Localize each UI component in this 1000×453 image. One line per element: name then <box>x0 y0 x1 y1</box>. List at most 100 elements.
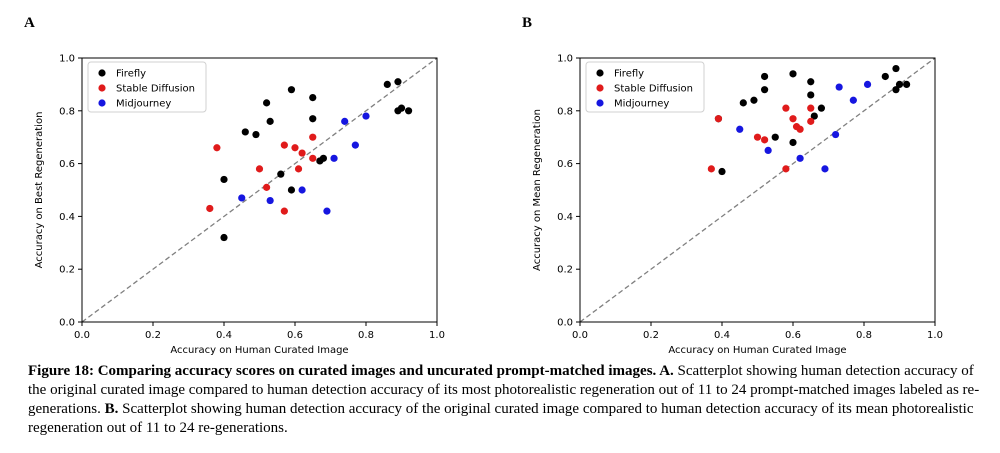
scatterplot-best-regeneration: 0.00.0 0.2 0.2 0.4 0.4 0.6 0.6 0.8 0.8 1.0 1.0 Accu… <box>34 54 445 357</box>
data-point-firefly <box>252 130 260 139</box>
y-tick-label: 0.2 <box>59 265 75 276</box>
legend-label: Midjourney <box>116 99 171 110</box>
data-point-midjourney <box>362 112 370 120</box>
data-point-firefly <box>817 104 825 112</box>
legend-marker <box>98 69 106 77</box>
data-point-stable-diffusion <box>807 117 815 125</box>
y-tick-label: 0.4 <box>557 212 573 223</box>
legend-marker <box>596 99 604 107</box>
data-point-firefly <box>761 86 769 94</box>
data-point-firefly <box>383 80 391 88</box>
plot-frame <box>81 57 438 323</box>
data-point-firefly <box>810 112 818 120</box>
data-point-firefly <box>807 91 815 99</box>
caption-text-a: Scatterplot showing human detection accu… <box>28 363 980 417</box>
x-tick-label: 0.4 <box>714 330 730 341</box>
caption-text-b: Scatterplot showing human detection accu… <box>28 401 974 436</box>
data-point-firefly <box>319 154 327 162</box>
data-point-stable-diffusion <box>807 104 815 112</box>
x-tick-label: 0.8 <box>358 330 374 341</box>
scatterplot-mean-regeneration: 0.00.0 0.2 0.2 0.4 0.4 0.6 0.6 0.8 0.8 1.0 1.0 Accu… <box>532 54 943 357</box>
legend-marker <box>98 84 106 92</box>
y-tick-label: 0.6 <box>59 159 75 170</box>
data-point-midjourney <box>330 154 338 162</box>
data-point-stable-diffusion <box>263 183 271 191</box>
legend-label: Midjourney <box>614 99 669 110</box>
data-point-midjourney <box>835 83 843 91</box>
y-tick-label: 0.0 <box>59 318 75 329</box>
data-point-midjourney <box>796 154 804 162</box>
y-tick-label: 0.8 <box>59 106 75 117</box>
identity-diagonal-line <box>579 57 936 323</box>
data-point-midjourney <box>832 130 840 139</box>
data-point-stable-diffusion <box>291 144 299 152</box>
data-point-midjourney <box>266 196 274 205</box>
x-tick-label: 0.6 <box>785 330 801 341</box>
data-point-firefly <box>903 80 911 88</box>
data-point-firefly <box>277 170 285 178</box>
legend-marker <box>98 99 106 107</box>
data-point-firefly <box>892 64 900 73</box>
caption-bold-a: Figure 18: Comparing accuracy scores on … <box>28 363 674 379</box>
data-point-firefly <box>287 186 296 194</box>
legend-marker <box>596 69 604 77</box>
data-point-stable-diffusion <box>206 204 214 213</box>
data-point-midjourney <box>736 125 744 133</box>
x-tick-label: 0.2 <box>643 330 659 341</box>
data-point-stable-diffusion <box>309 133 317 141</box>
data-point-stable-diffusion <box>298 149 306 157</box>
figure-caption: Figure 18: Comparing accuracy scores on … <box>28 362 980 438</box>
x-tick-label: 0.2 <box>145 330 161 341</box>
data-point-stable-diffusion <box>213 144 221 152</box>
data-point-firefly <box>881 72 889 81</box>
data-point-stable-diffusion <box>796 125 804 133</box>
data-point-stable-diffusion <box>707 165 715 173</box>
data-point-stable-diffusion <box>714 115 723 123</box>
y-axis-label: Accuracy on Mean Regeneration <box>532 109 543 271</box>
data-point-stable-diffusion <box>753 133 762 141</box>
data-point-stable-diffusion <box>255 165 264 173</box>
data-point-stable-diffusion <box>280 207 288 215</box>
x-tick-label: 0.0 <box>572 330 588 341</box>
data-point-stable-diffusion <box>280 141 288 149</box>
y-tick-label: 0.4 <box>59 212 75 223</box>
x-axis-label: Accuracy on Human Curated Image <box>170 345 348 356</box>
legend-marker <box>596 84 604 92</box>
data-point-firefly <box>220 175 228 184</box>
data-point-firefly <box>397 104 406 112</box>
legend-label: Stable Diffusion <box>116 84 195 95</box>
data-point-midjourney <box>849 96 857 104</box>
data-point-stable-diffusion <box>761 136 769 144</box>
data-point-stable-diffusion <box>782 165 790 173</box>
data-point-firefly <box>771 133 779 141</box>
data-point-firefly <box>266 117 274 125</box>
data-point-firefly <box>895 80 904 88</box>
data-point-firefly <box>892 86 900 94</box>
data-point-firefly <box>739 99 747 107</box>
data-point-firefly <box>241 128 249 136</box>
data-point-firefly <box>309 94 317 102</box>
legend: Firefly Stable Diffusion Midjourney <box>87 61 207 113</box>
data-point-firefly <box>394 78 402 86</box>
data-point-midjourney <box>863 80 872 88</box>
data-point-firefly <box>309 115 317 123</box>
x-tick-label: 0.6 <box>287 330 303 341</box>
data-point-firefly <box>405 107 413 115</box>
data-point-firefly <box>220 233 228 242</box>
data-point-stable-diffusion <box>294 165 303 173</box>
y-tick-label: 1.0 <box>557 54 573 65</box>
data-point-firefly <box>750 96 758 104</box>
y-tick-label: 0.0 <box>557 318 573 329</box>
x-tick-label: 0.0 <box>74 330 90 341</box>
legend-label: Firefly <box>116 69 146 80</box>
data-point-midjourney <box>323 207 331 215</box>
data-point-firefly <box>263 99 271 107</box>
data-point-firefly <box>287 86 296 94</box>
legend-label: Firefly <box>614 69 644 80</box>
legend-box <box>87 61 207 113</box>
data-point-stable-diffusion <box>782 104 790 112</box>
y-tick-label: 0.8 <box>557 106 573 117</box>
data-point-midjourney <box>351 141 359 149</box>
legend-box <box>585 61 705 113</box>
data-point-firefly <box>718 167 726 176</box>
